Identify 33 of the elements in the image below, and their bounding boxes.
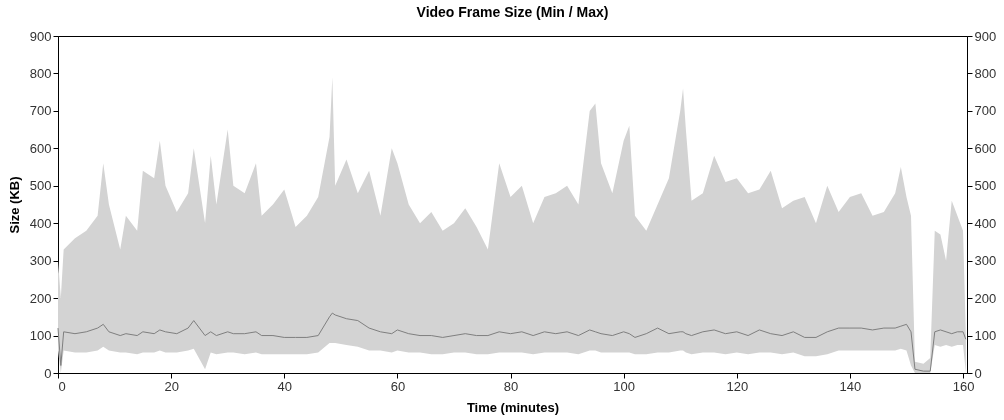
y2-tick-label: 700 [974, 103, 997, 119]
y-tick-label: 200 [29, 290, 52, 306]
y-tick-label: 300 [29, 253, 52, 269]
y-axis-title: Size (KB) [6, 176, 22, 234]
y2-tick-label: 0 [974, 365, 982, 381]
x-tick-label: 100 [613, 378, 635, 394]
x-tick-label: 160 [952, 378, 975, 394]
chart-title: Video Frame Size (Min / Max) [416, 4, 609, 20]
y-tick-label: 100 [29, 328, 52, 344]
x-tick-label: 60 [390, 378, 406, 394]
y-tick-label: 600 [29, 140, 52, 156]
x-tick-label: 120 [726, 378, 749, 394]
y2-tick-label: 500 [974, 178, 997, 194]
line-series [57, 312, 967, 372]
x-axis-title: Time (minutes) [466, 399, 560, 415]
y2-tick-label: 300 [974, 253, 997, 269]
y2-tick-label: 900 [974, 28, 997, 44]
y-tick-label: 0 [44, 365, 52, 381]
x-tick-label: 40 [277, 378, 292, 394]
y-tick-label: 500 [29, 178, 52, 194]
y-tick-label: 800 [29, 65, 52, 81]
y-tick-label: 900 [29, 28, 52, 44]
y2-tick-label: 400 [974, 215, 997, 231]
x-tick-label: 20 [164, 378, 179, 394]
y2-tick-label: 100 [974, 328, 997, 344]
y-tick-label: 700 [29, 103, 52, 119]
x-tick-label: 80 [503, 378, 519, 394]
y-tick-label: 400 [29, 215, 52, 231]
x-tick-label: 0 [58, 378, 66, 394]
y2-tick-label: 800 [974, 65, 997, 81]
y2-tick-label: 600 [974, 140, 997, 156]
x-tick-label: 140 [839, 378, 862, 394]
y2-tick-label: 200 [974, 290, 997, 306]
